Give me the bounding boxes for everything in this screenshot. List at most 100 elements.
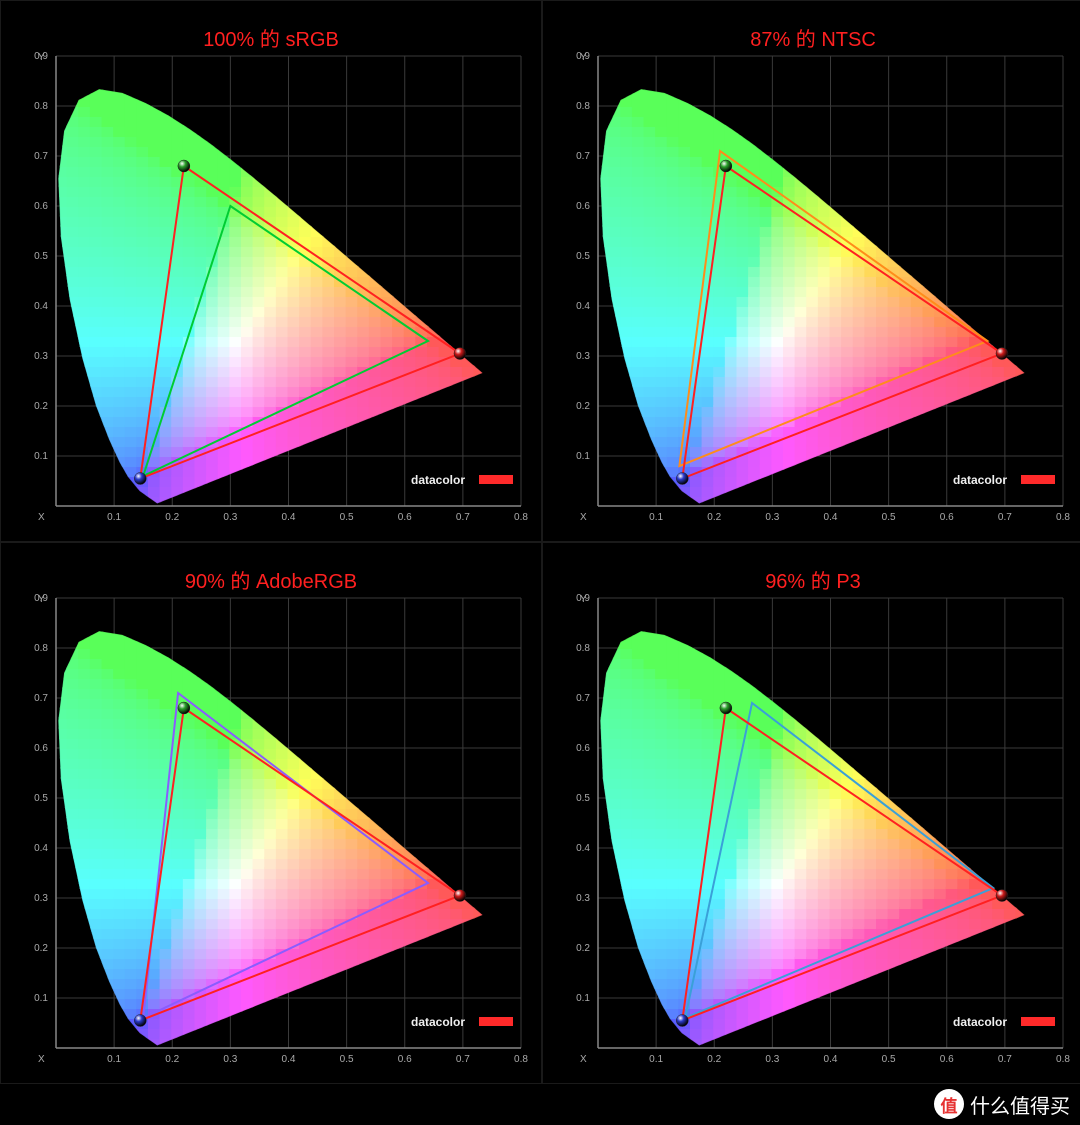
panel-title: 96% 的 P3 [543,565,1080,594]
x-tick-label: 0.1 [107,512,121,523]
y-tick-label: 0.4 [34,301,48,312]
y-tick-label: 0.7 [34,693,48,704]
x-tick-label: 0.8 [514,512,528,523]
y-tick-label: 0.2 [576,943,590,954]
x-tick-label: 0.8 [1056,1054,1070,1065]
panel-title: 87% 的 NTSC [543,23,1080,52]
y-tick-label: 0.8 [576,101,590,112]
panel-p3: 96% 的 P3 0.1 0.2 0.3 0.4 0.5 0.6 0.7 0.8 0.1 0.2 0… [542,542,1080,1084]
y-axis-label: Y [38,52,45,63]
y-tick-label: 0.6 [34,743,48,754]
y-tick-label: 0.1 [576,451,590,462]
vertex-green [720,702,732,714]
brand-swatch [479,1017,513,1026]
vertex-red [454,348,466,360]
y-tick-label: 0.7 [576,693,590,704]
x-tick-label: 0.5 [882,512,896,523]
y-tick-label: 0.8 [34,643,48,654]
x-tick-label: 0.4 [824,512,838,523]
panel-title: 90% 的 AdobeRGB [1,565,541,594]
x-tick-label: 0.1 [649,512,663,523]
y-tick-label: 0.1 [576,993,590,1004]
y-tick-label: 0.5 [34,251,48,262]
x-tick-label: 0.6 [398,1054,412,1065]
vertex-blue [676,473,688,485]
watermark: 值 什么值得买 [934,1089,1070,1119]
vertex-blue [134,473,146,485]
vertex-red [996,348,1008,360]
x-tick-label: 0.8 [1056,512,1070,523]
x-axis-label: X [580,1054,587,1065]
y-tick-label: 0.2 [576,401,590,412]
y-tick-label: 0.8 [34,101,48,112]
x-tick-label: 0.3 [223,1054,237,1065]
y-tick-label: 0.2 [34,401,48,412]
brand-label: datacolor [953,473,1007,487]
x-tick-label: 0.4 [824,1054,838,1065]
x-tick-label: 0.2 [707,512,721,523]
y-axis-label: Y [38,594,45,605]
vertex-green [178,702,190,714]
y-tick-label: 0.4 [576,843,590,854]
vertex-red [454,890,466,902]
vertex-green [720,160,732,172]
x-tick-label: 0.3 [223,512,237,523]
x-tick-label: 0.7 [998,1054,1012,1065]
panel-title: 100% 的 sRGB [1,23,541,52]
y-tick-label: 0.3 [576,893,590,904]
x-axis-label: X [580,512,587,523]
x-tick-label: 0.5 [340,1054,354,1065]
vertex-green [178,160,190,172]
y-tick-label: 0.5 [34,793,48,804]
x-tick-label: 0.7 [456,512,470,523]
brand-swatch [479,475,513,484]
y-tick-label: 0.2 [34,943,48,954]
brand-label: datacolor [411,1015,465,1029]
y-tick-label: 0.1 [34,993,48,1004]
x-tick-label: 0.6 [398,512,412,523]
watermark-badge-icon: 值 [934,1089,964,1119]
panel-srgb: 100% 的 sRGB 0.1 0.2 0.3 0.4 0.5 0.6 0.7 0.8 0.1 0… [0,0,542,542]
chart-grid: 100% 的 sRGB 0.10.20.30.40.50.60.70.80.10… [0,0,1080,1080]
gamut-chart-srgb: 0.10.20.30.40.50.60.70.80.10.20.30.40.50… [1,1,541,541]
y-tick-label: 0.6 [576,743,590,754]
vertex-red [996,890,1008,902]
y-tick-label: 0.3 [34,893,48,904]
y-tick-label: 0.8 [576,643,590,654]
y-tick-label: 0.1 [34,451,48,462]
vertex-blue [676,1015,688,1027]
watermark-text: 什么值得买 [970,1090,1070,1119]
x-tick-label: 0.6 [940,1054,954,1065]
brand-swatch [1021,475,1055,484]
gamut-chart-ntsc: 0.1 0.2 0.3 0.4 0.5 0.6 0.7 0.8 0.1 0.2 0.3 0.4 0.5 0… [543,1,1080,541]
y-tick-label: 0.4 [34,843,48,854]
y-tick-label: 0.3 [576,351,590,362]
gamut-chart-p3: 0.10.20.30.40.50.60.70.80.10.20.30.40.50… [543,543,1080,1083]
x-tick-label: 0.2 [165,1054,179,1065]
x-tick-label: 0.2 [165,512,179,523]
x-tick-label: 0.1 [649,1054,663,1065]
y-tick-label: 0.4 [576,301,590,312]
vertex-blue [134,1015,146,1027]
x-tick-label: 0.2 [707,1054,721,1065]
panel-adobergb: 90% 的 AdobeRGB 0.1 0.2 0.3 0.4 0.5 0.6 0.7 0.8 0… [0,542,542,1084]
x-tick-label: 0.7 [456,1054,470,1065]
brand-label: datacolor [953,1015,1007,1029]
y-tick-label: 0.3 [34,351,48,362]
panel-ntsc: 87% 的 NTSC 0.10.20.30.40.50.60.70.80.10.… [542,0,1080,542]
brand-swatch [1021,1017,1055,1026]
x-tick-label: 0.8 [514,1054,528,1065]
y-tick-label: 0.6 [34,201,48,212]
x-tick-label: 0.5 [340,512,354,523]
brand-label: datacolor [411,473,465,487]
x-axis-label: X [38,512,45,523]
y-tick-label: 0.5 [576,251,590,262]
x-tick-label: 0.7 [998,512,1012,523]
x-tick-label: 0.3 [765,1054,779,1065]
x-tick-label: 0.6 [940,512,954,523]
y-tick-label: 0.5 [576,793,590,804]
y-axis-label: Y [580,594,587,605]
x-tick-label: 0.3 [765,512,779,523]
x-tick-label: 0.1 [107,1054,121,1065]
y-tick-label: 0.7 [576,151,590,162]
